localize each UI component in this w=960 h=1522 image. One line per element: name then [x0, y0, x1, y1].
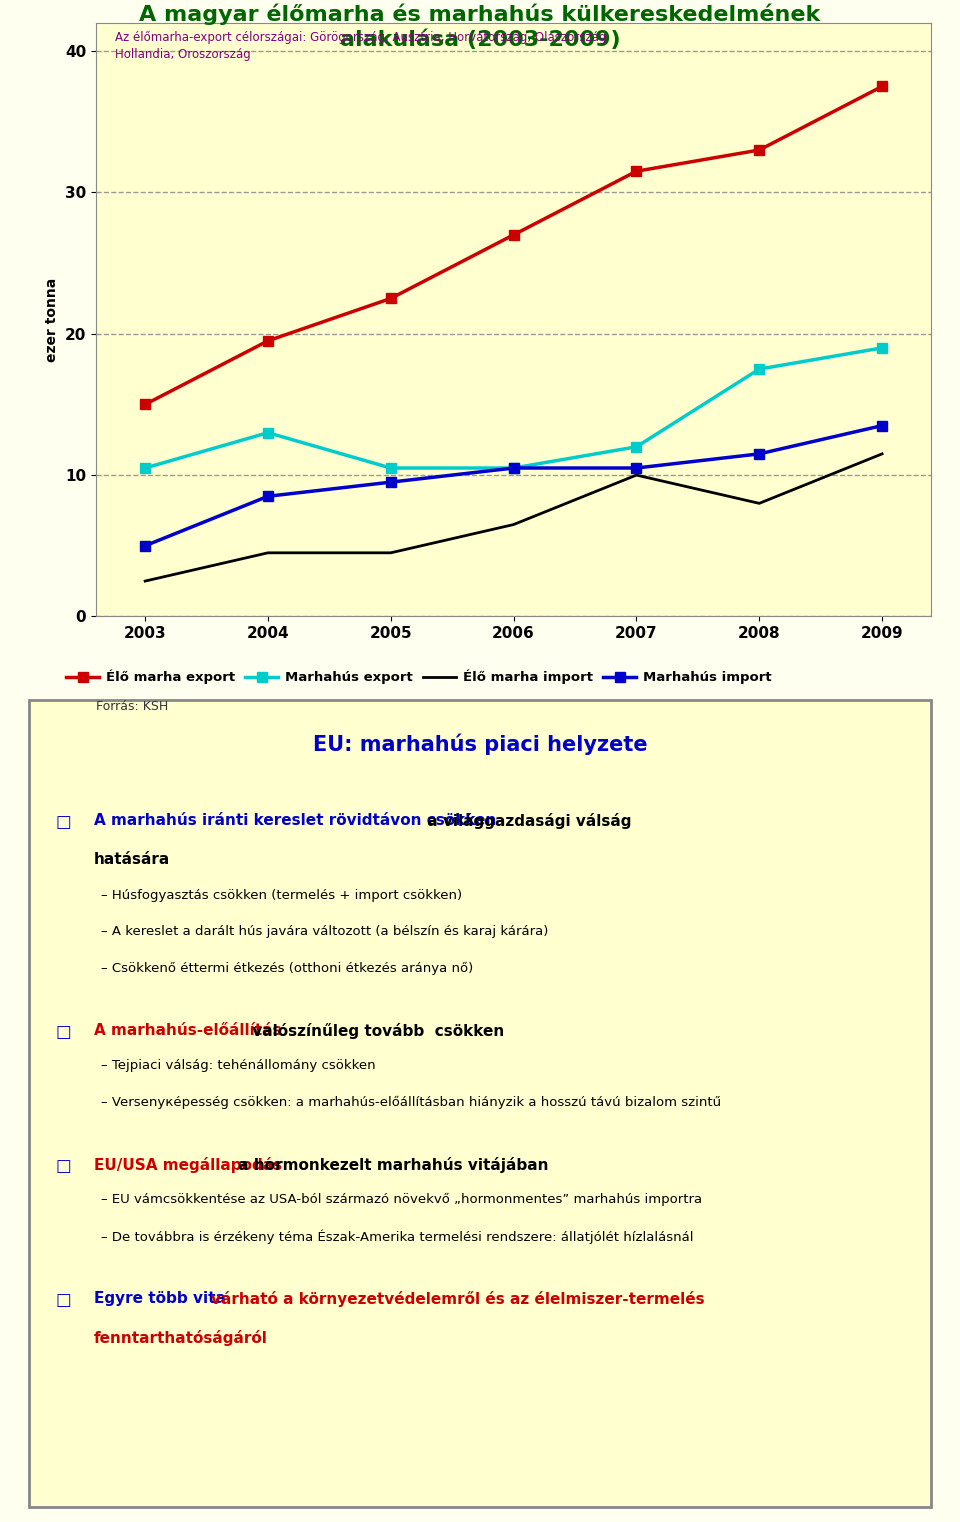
Text: Az élőmarha-export célországai: Görögország, Ausztria, Horvátország, Olaszország: Az élőmarha-export célországai: Görögors…: [115, 30, 607, 61]
Text: hatására: hatására: [94, 852, 170, 868]
Text: □: □: [56, 1023, 71, 1041]
Text: a hormonkezelt marhahús vitájában: a hormonkezelt marhahús vitájában: [232, 1157, 548, 1173]
Text: A marhahús iránti kereslet rövidtávon csökken: A marhahús iránti kereslet rövidtávon cs…: [94, 813, 496, 828]
Text: Forrás: KSH: Forrás: KSH: [96, 700, 168, 714]
Y-axis label: ezer tonna: ezer tonna: [45, 277, 60, 362]
Text: várható a környezetvédelemről és az élelmiszer-termelés: várható a környezetvédelemről és az élel…: [211, 1291, 705, 1307]
Text: EU/USA megállapodás: EU/USA megállapodás: [94, 1157, 282, 1173]
Text: A marhahús-előállítás: A marhahús-előállítás: [94, 1023, 281, 1038]
Text: Egyre több vita: Egyre több vita: [94, 1291, 231, 1306]
Text: – Húsfogyasztás csökken (termelés + import csökken): – Húsfogyasztás csökken (termelés + impo…: [101, 889, 462, 903]
Text: □: □: [56, 813, 71, 831]
Text: fenntarthatóságáról: fenntarthatóságáról: [94, 1330, 268, 1347]
Text: valószínűleg tovább  csökken: valószínűleg tovább csökken: [248, 1023, 505, 1040]
Text: EU: marhahús piaci helyzete: EU: marhahús piaci helyzete: [313, 734, 647, 755]
Text: – Tejpiaci válság: tehénállomány csökken: – Tejpiaci válság: tehénállomány csökken: [101, 1059, 375, 1073]
Text: – Versenyкépesség csökken: a marhahús-előállításban hiányzik a hosszú távú bizal: – Versenyкépesség csökken: a marhahús-el…: [101, 1096, 721, 1110]
Text: □: □: [56, 1157, 71, 1175]
Text: a világgazdasági válság: a világgazdasági válság: [422, 813, 632, 829]
Text: – Csökkenő éttermi étkezés (otthoni étkezés aránya nő): – Csökkenő éttermi étkezés (otthoni étke…: [101, 962, 473, 976]
Text: □: □: [56, 1291, 71, 1309]
Legend: Élő marha export, Marhahús export, Élő marha import, Marhahús import: Élő marha export, Marhahús export, Élő m…: [60, 665, 777, 689]
Text: A magyar élőmarha és marhahús külkereskedelmének
alakulása (2003-2009): A magyar élőmarha és marhahús külkereske…: [139, 3, 821, 50]
Text: – EU vámcsökkentése az USA-ból származó növekvő „hormonmentes” marhahús importra: – EU vámcsökkentése az USA-ból származó …: [101, 1193, 702, 1207]
Text: – A kereslet a darált hús javára változott (a bélszín és karaj kárára): – A kereslet a darált hús javára változo…: [101, 925, 548, 939]
Text: – De továbbra is érzékeny téma Észak-Amerika termelési rendszere: állatjólét híz: – De továbbra is érzékeny téma Észak-Ame…: [101, 1230, 693, 1245]
